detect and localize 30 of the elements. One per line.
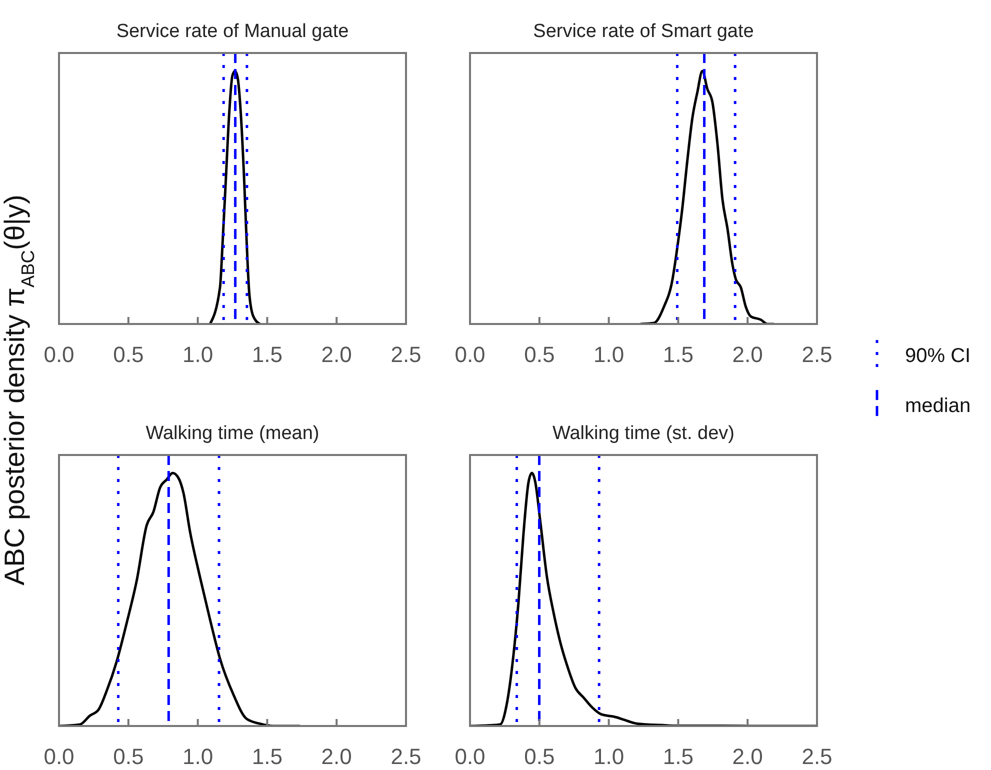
x-tick-label: 1.0 bbox=[594, 744, 624, 769]
chart-title: Service rate of Smart gate bbox=[533, 21, 754, 42]
x-tick-label: 2.5 bbox=[802, 342, 832, 367]
x-tick-label: 2.5 bbox=[390, 342, 422, 367]
x-tick-label: 1.5 bbox=[252, 342, 282, 367]
x-tick-label: 1.5 bbox=[252, 744, 282, 769]
x-tick-label: 0.5 bbox=[524, 744, 555, 769]
x-tick-label: 0.5 bbox=[113, 744, 144, 769]
chart-title: Walking time (st. dev) bbox=[552, 423, 734, 444]
x-tick-label: 2.0 bbox=[321, 342, 352, 367]
x-tick-label: 1.0 bbox=[182, 342, 214, 367]
x-tick-label: 1.0 bbox=[594, 342, 624, 367]
chart-title: Walking time (mean) bbox=[146, 423, 320, 444]
x-tick-label: 0.0 bbox=[44, 342, 74, 367]
x-tick-label: 1.0 bbox=[182, 744, 214, 769]
legend-label: median bbox=[905, 395, 971, 417]
chart-title: Service rate of Manual gate bbox=[116, 21, 349, 42]
legend-label: 90% CI bbox=[905, 345, 971, 367]
x-tick-label: 0.5 bbox=[113, 342, 144, 367]
x-tick-label: 2.5 bbox=[390, 744, 422, 769]
x-tick-label: 0.0 bbox=[44, 744, 74, 769]
x-tick-label: 1.5 bbox=[662, 342, 694, 367]
x-tick-label: 2.0 bbox=[321, 744, 352, 769]
x-tick-label: 2.0 bbox=[732, 342, 763, 367]
x-tick-label: 0.0 bbox=[454, 744, 486, 769]
x-tick-label: 1.5 bbox=[662, 744, 694, 769]
x-tick-label: 0.0 bbox=[454, 342, 486, 367]
x-tick-label: 2.5 bbox=[802, 744, 832, 769]
x-tick-label: 2.0 bbox=[732, 744, 763, 769]
x-tick-label: 0.5 bbox=[524, 342, 555, 367]
